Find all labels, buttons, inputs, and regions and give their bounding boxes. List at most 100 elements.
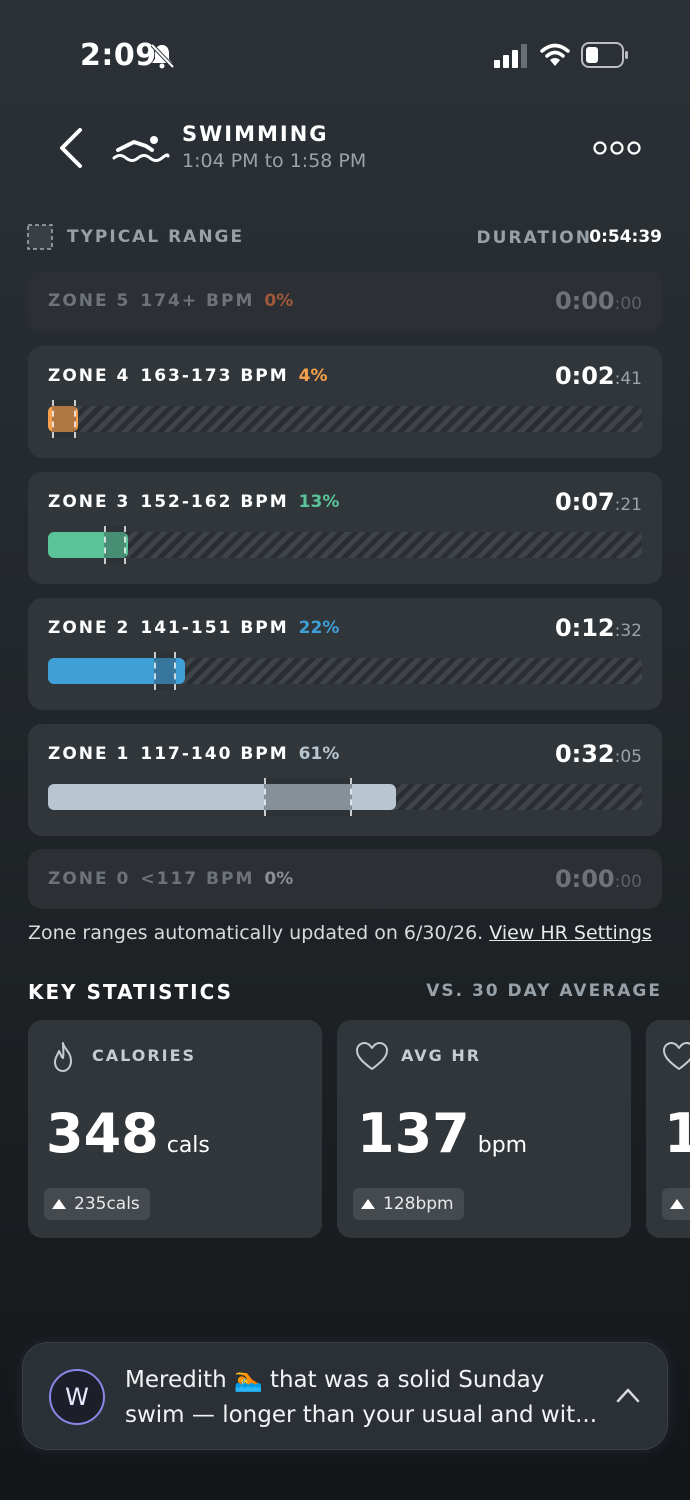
- stat-unit: bpm: [477, 1133, 528, 1158]
- zone-name: ZONE 1: [48, 744, 131, 764]
- vs-average-label: VS. 30 DAY AVERAGE: [426, 981, 662, 1001]
- wifi-icon: [540, 43, 570, 66]
- signal-icon: [494, 44, 527, 68]
- zone-bpm: 163-173 BPM: [140, 366, 289, 386]
- zone-card-3[interactable]: ZONE 3 152-162 BPM 13% 0:07:21: [28, 472, 662, 584]
- zone-name: ZONE 5: [48, 291, 131, 311]
- battery-icon: [581, 42, 628, 68]
- stat-compare-value: 128bpm: [383, 1194, 454, 1214]
- chevron-up-icon[interactable]: [615, 1385, 641, 1405]
- zone-bar-track: [48, 652, 642, 690]
- zone-card-5[interactable]: ZONE 5 174+ BPM 0% 0:00:00: [28, 271, 662, 331]
- duration-value: 0:54:39: [589, 227, 662, 247]
- zone-time: 0:07:21: [555, 488, 642, 516]
- coach-logo-letter: W: [65, 1383, 89, 1411]
- zone-time-main: 0:07: [554, 488, 615, 516]
- zone-bpm: <117 BPM: [140, 869, 255, 889]
- zone-update-text: Zone ranges automatically updated on 6/3…: [28, 922, 484, 944]
- stat-number: 1: [664, 1102, 690, 1165]
- zone-bar-track: [48, 778, 642, 816]
- typical-range-label: TYPICAL RANGE: [67, 227, 245, 247]
- zone-card-1[interactable]: ZONE 1 117-140 BPM 61% 0:32:05: [28, 724, 662, 836]
- zone-name: ZONE 3: [48, 492, 131, 512]
- back-chevron-icon[interactable]: [52, 126, 92, 170]
- bell-slash-icon: [150, 43, 175, 69]
- flame-icon: [54, 1042, 72, 1072]
- stat-label: AVG HR: [401, 1046, 482, 1065]
- stat-number: 348: [46, 1102, 159, 1165]
- stat-compare-badge: 235cals: [44, 1188, 150, 1220]
- zone-time-seconds: :32: [614, 621, 642, 641]
- stat-label: CALORIES: [92, 1046, 197, 1065]
- activity-time-range: 1:04 PM to 1:58 PM: [182, 150, 367, 172]
- heart-icon: [356, 1042, 388, 1070]
- zone-time-seconds: :21: [614, 495, 642, 515]
- zone-name: ZONE 0: [48, 869, 131, 889]
- zone-percent: 0%: [264, 869, 294, 889]
- zone-time-main: 0:12: [554, 614, 615, 642]
- triangle-up-icon: [52, 1199, 66, 1209]
- typical-range-marker: [264, 778, 352, 816]
- zone-bar-fill: [48, 532, 128, 558]
- zone-time-seconds: :41: [614, 369, 642, 389]
- zone-percent: 4%: [298, 366, 328, 386]
- zone-time-seconds: :00: [614, 872, 642, 892]
- heart-icon: [663, 1042, 690, 1070]
- stat-number: 137: [357, 1102, 470, 1165]
- stat-value: 137 bpm: [357, 1102, 527, 1165]
- stat-card-partial[interactable]: 1: [646, 1020, 690, 1238]
- zone-bpm: 174+ BPM: [140, 291, 255, 311]
- zone-time: 0:12:32: [555, 614, 642, 642]
- zone-bpm: 117-140 BPM: [140, 744, 289, 764]
- zone-time: 0:00:00: [555, 865, 642, 893]
- coach-logo-icon: W: [49, 1369, 105, 1425]
- zone-update-note: Zone ranges automatically updated on 6/3…: [28, 922, 652, 944]
- key-statistics-title: KEY STATISTICS: [28, 980, 234, 1004]
- stat-compare-value: 235cals: [74, 1194, 140, 1214]
- zone-time-seconds: :05: [614, 747, 642, 767]
- zone-name: ZONE 4: [48, 366, 131, 386]
- stat-compare-badge: 128bpm: [353, 1188, 464, 1220]
- stat-card-calories[interactable]: CALORIES 348 cals 235cals: [28, 1020, 322, 1238]
- stat-unit: cals: [166, 1133, 210, 1158]
- zone-percent: 0%: [264, 291, 294, 311]
- view-hr-settings-link[interactable]: View HR Settings: [489, 922, 652, 944]
- triangle-up-icon: [361, 1199, 375, 1209]
- coach-message-banner[interactable]: W Meredith 🏊 that was a solid Sunday swi…: [22, 1342, 668, 1450]
- status-bar: 2:09: [0, 0, 690, 110]
- status-time: 2:09: [80, 38, 157, 73]
- stat-compare-badge: [662, 1188, 690, 1220]
- zone-bar-fill: [48, 658, 185, 684]
- zone-time-seconds: :00: [614, 294, 642, 314]
- zone-bar-track: [48, 400, 642, 438]
- zone-time-main: 0:32: [554, 740, 615, 768]
- zone-bpm: 141-151 BPM: [140, 618, 289, 638]
- zone-time: 0:32:05: [555, 740, 642, 768]
- zone-time-main: 0:02: [554, 362, 615, 390]
- zone-time: 0:00:00: [555, 287, 642, 315]
- stat-card-avg-hr[interactable]: AVG HR 137 bpm 128bpm: [337, 1020, 631, 1238]
- stat-value: 348 cals: [46, 1102, 210, 1165]
- more-options-icon[interactable]: [592, 138, 642, 158]
- zone-time: 0:02:41: [555, 362, 642, 390]
- zone-card-2[interactable]: ZONE 2 141-151 BPM 22% 0:12:32: [28, 598, 662, 710]
- coach-message-text: Meredith 🏊 that was a solid Sunday swim …: [125, 1367, 598, 1428]
- zone-bpm: 152-162 BPM: [140, 492, 289, 512]
- stat-value: 1: [664, 1102, 690, 1165]
- typical-range-marker: [52, 400, 76, 438]
- activity-title: SWIMMING: [182, 122, 329, 146]
- zone-card-0[interactable]: ZONE 0 <117 BPM 0% 0:00:00: [28, 849, 662, 909]
- zone-card-4[interactable]: ZONE 4 163-173 BPM 4% 0:02:41: [28, 346, 662, 458]
- triangle-up-icon: [670, 1199, 684, 1209]
- zone-percent: 22%: [298, 618, 340, 638]
- zone-bar-track: [48, 526, 642, 564]
- zone-percent: 13%: [298, 492, 340, 512]
- typical-range-icon: [27, 224, 53, 250]
- zone-time-main: 0:00: [554, 865, 615, 893]
- zone-percent: 61%: [298, 744, 340, 764]
- duration-label: DURATION: [476, 228, 592, 248]
- zone-bar-fill: [48, 784, 396, 810]
- typical-range-marker: [154, 652, 176, 690]
- zone-time-main: 0:00: [554, 287, 615, 315]
- zone-name: ZONE 2: [48, 618, 131, 638]
